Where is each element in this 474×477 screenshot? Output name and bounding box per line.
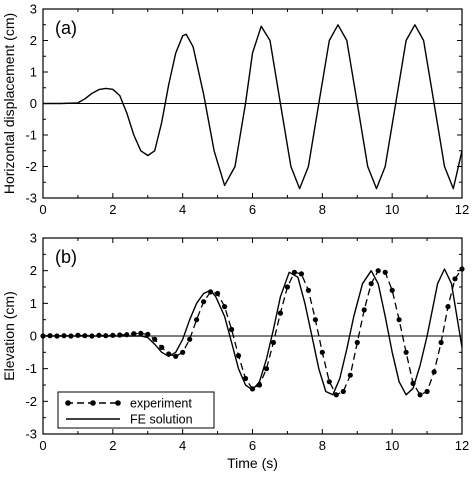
x-tick-label: 2 [109, 438, 116, 453]
y-tick-label: -3 [25, 427, 37, 442]
legend-marker [65, 400, 71, 406]
y-tick-label: -1 [25, 128, 37, 143]
data-point [354, 339, 360, 346]
data-point [382, 269, 388, 275]
data-point [117, 332, 123, 338]
data-point [375, 268, 381, 274]
series-line-1 [43, 24, 463, 190]
data-point [417, 392, 423, 398]
x-tick-label: 4 [179, 202, 186, 217]
data-point [431, 369, 437, 375]
y-tick-label: -2 [25, 159, 37, 174]
x-tick-label: 6 [249, 202, 256, 217]
data-point [180, 349, 186, 355]
x-axis-label: Time (s) [227, 455, 278, 471]
data-point [459, 266, 465, 272]
x-tick-label: 12 [455, 202, 469, 217]
data-point [173, 353, 179, 359]
legend-label: experiment [130, 397, 192, 411]
data-point [298, 271, 304, 277]
x-tick-label: 0 [39, 202, 46, 217]
data-point [368, 281, 374, 287]
x-tick-label: 10 [385, 438, 399, 453]
y-axis-label: Horizontal displacement (cm) [1, 13, 17, 194]
series-line-1 [42, 268, 463, 396]
y-tick-label: -1 [25, 361, 37, 376]
data-point [263, 366, 270, 372]
legend-marker [115, 400, 121, 406]
y-tick-label: 2 [30, 263, 37, 278]
data-point [389, 287, 395, 293]
data-point [270, 339, 276, 346]
legend: experiment FE solution [57, 391, 215, 429]
data-point [159, 344, 165, 350]
data-point [396, 317, 402, 323]
data-point [187, 336, 193, 342]
data-point [194, 317, 200, 323]
y-tick-label: 2 [30, 33, 37, 48]
y-tick-label: 1 [30, 296, 37, 311]
data-point [445, 304, 451, 310]
data-point [347, 372, 353, 378]
data-point [138, 330, 144, 336]
data-point [131, 331, 137, 337]
y-tick-label: 1 [30, 65, 37, 80]
x-tick-label: 2 [109, 202, 116, 217]
legend-label: FE solution [130, 413, 193, 427]
data-point [361, 307, 367, 313]
x-tick-label: 6 [249, 438, 256, 453]
y-tick-label: -3 [25, 191, 37, 206]
x-tick-label: 0 [39, 438, 46, 453]
data-point [305, 287, 311, 293]
legend-marker [90, 400, 96, 406]
data-point [403, 349, 409, 355]
y-tick-label: 0 [30, 329, 37, 344]
data-point [333, 392, 339, 398]
data-point [215, 290, 221, 297]
series-line-2 [43, 268, 463, 396]
data-point [145, 331, 151, 337]
data-point [242, 375, 249, 382]
panel-label: (a) [55, 18, 77, 38]
y-tick-label: 0 [30, 96, 37, 111]
data-point [277, 310, 283, 316]
data-point [438, 339, 444, 346]
data-point [222, 304, 228, 310]
data-point [291, 269, 297, 275]
x-tick-label: 12 [455, 438, 469, 453]
data-point [235, 353, 242, 359]
data-point [284, 284, 290, 290]
y-tick-label: 3 [30, 231, 37, 246]
data-point [319, 349, 325, 355]
x-tick-label: 8 [319, 438, 326, 453]
data-point [152, 336, 158, 342]
y-tick-label: -2 [25, 394, 37, 409]
x-tick-label: 10 [385, 202, 399, 217]
data-point [229, 326, 235, 333]
data-point [424, 388, 430, 395]
data-point [452, 276, 458, 282]
panel-label: (b) [55, 247, 77, 267]
y-axis-label: Elevation (cm) [1, 291, 17, 380]
x-tick-label: 4 [179, 438, 186, 453]
legend-box [57, 391, 215, 429]
y-tick-label: 3 [30, 2, 37, 17]
data-point [326, 379, 332, 385]
x-tick-label: 8 [319, 202, 326, 217]
data-point [312, 317, 318, 323]
data-point [201, 299, 207, 305]
data-point [340, 388, 346, 395]
